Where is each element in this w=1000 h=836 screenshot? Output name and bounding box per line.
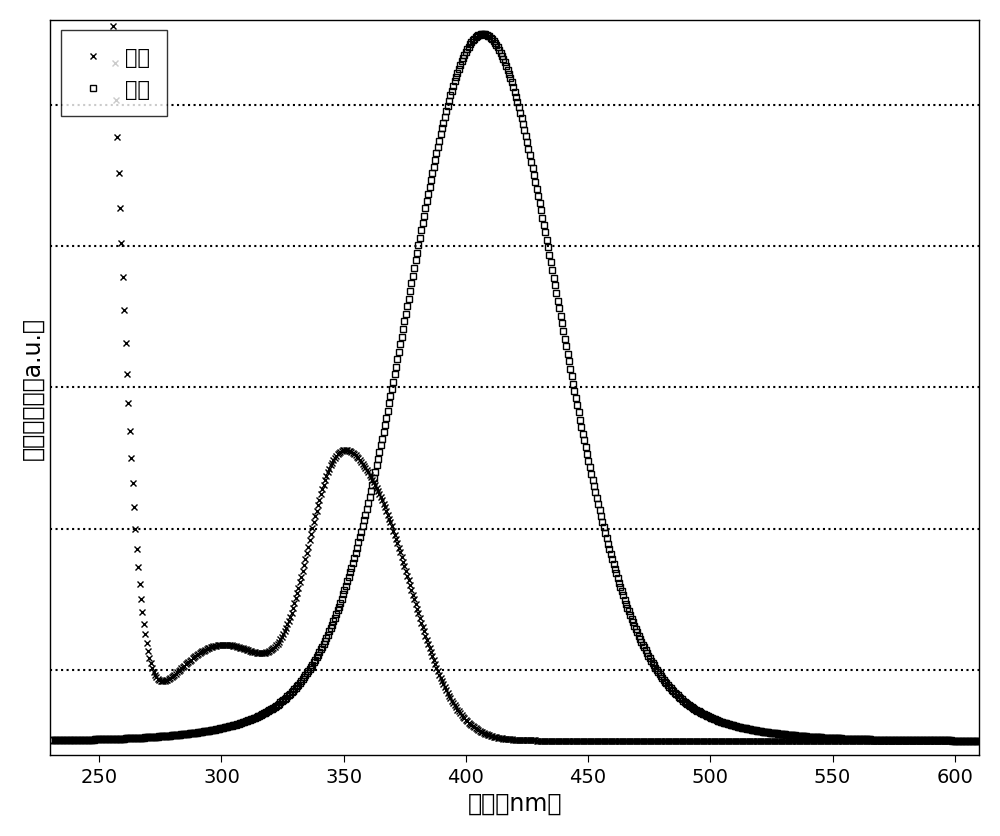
Y-axis label: 吸收或发光（a.u.）: 吸收或发光（a.u.） [21, 317, 45, 459]
发光 [476, 30, 488, 40]
吸收 [194, 649, 206, 659]
吸收 [489, 732, 501, 742]
Legend: 吸收, 发光: 吸收, 发光 [61, 31, 167, 117]
发光 [847, 734, 859, 744]
发光 [666, 685, 678, 695]
发光 [489, 38, 501, 48]
发光 [44, 736, 56, 746]
吸收 [641, 736, 653, 746]
吸收 [552, 736, 564, 746]
X-axis label: 波长（nm）: 波长（nm） [468, 791, 562, 815]
发光 [192, 727, 204, 737]
吸收 [847, 736, 859, 746]
Line: 发光: 发光 [47, 32, 982, 744]
吸收 [973, 736, 985, 746]
发光 [973, 736, 985, 746]
Line: 吸收: 吸收 [48, 0, 981, 743]
发光 [641, 648, 653, 658]
吸收 [666, 736, 678, 746]
发光 [552, 296, 564, 306]
